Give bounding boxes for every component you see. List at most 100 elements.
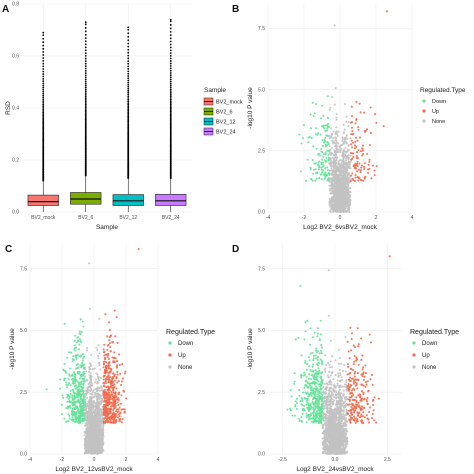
point-none — [333, 171, 336, 174]
point-none — [347, 124, 350, 128]
point-down — [80, 385, 83, 388]
point-down — [77, 421, 80, 424]
point-up — [367, 163, 370, 166]
point-down — [324, 136, 327, 139]
point-down — [66, 420, 69, 423]
point-down — [325, 144, 328, 147]
x-tick-label: BV2_mock — [31, 215, 56, 221]
point-none — [90, 423, 93, 426]
point-none — [345, 175, 349, 178]
point-none — [349, 154, 352, 157]
outlier-point — [127, 120, 130, 123]
point-none — [91, 449, 94, 452]
point-down — [78, 343, 81, 346]
point-none — [340, 144, 343, 147]
point-up — [350, 174, 353, 177]
point-none — [94, 405, 97, 408]
point-none — [99, 394, 102, 397]
point-down — [75, 357, 78, 360]
point-up — [370, 177, 373, 180]
point-none — [332, 204, 335, 207]
outlier-point — [169, 49, 172, 52]
x-tick-label: BV2_24 — [162, 215, 180, 221]
point-up — [120, 380, 123, 383]
point-none — [101, 419, 104, 422]
point-down — [326, 141, 329, 144]
point-down — [80, 407, 83, 410]
point-none — [96, 425, 99, 429]
outlier-point — [127, 39, 130, 42]
outlier-point — [84, 113, 87, 116]
point-up — [359, 150, 363, 153]
point-none — [97, 354, 100, 358]
point-up — [357, 126, 360, 129]
point-down — [324, 151, 327, 154]
point-none — [89, 408, 92, 411]
point-down — [315, 171, 318, 174]
point-down — [72, 407, 75, 410]
point-up — [117, 413, 120, 416]
outlier-point — [127, 60, 130, 63]
point-down — [74, 414, 77, 417]
point-none — [336, 134, 339, 137]
outlier-point — [84, 112, 87, 115]
point-none — [85, 370, 88, 373]
point-down — [83, 398, 86, 401]
point-down — [74, 400, 77, 404]
outlier-point — [42, 106, 45, 109]
point-none — [339, 159, 343, 162]
legend-title: Sample — [204, 87, 226, 94]
point-down — [318, 160, 321, 163]
x-tick-label: BV2_12 — [119, 215, 137, 221]
point-none — [347, 143, 350, 147]
point-none — [332, 137, 335, 140]
point-down — [77, 339, 80, 342]
outlier-point — [169, 30, 172, 33]
point-none — [330, 146, 333, 150]
point-none — [342, 169, 345, 172]
point-down — [74, 396, 77, 399]
point-none — [89, 436, 92, 439]
point-none — [335, 113, 338, 116]
point-down — [322, 161, 325, 164]
point-none — [330, 355, 334, 358]
point-down — [79, 410, 82, 413]
point-down — [74, 407, 77, 410]
point-up — [108, 321, 111, 324]
point-up — [360, 147, 364, 150]
point-none — [92, 421, 95, 424]
point-down — [82, 380, 85, 383]
legend-swatch — [168, 365, 172, 369]
point-none — [343, 154, 346, 157]
point-up — [357, 128, 360, 131]
point-up — [354, 162, 357, 165]
point-none — [345, 120, 348, 123]
point-none — [89, 452, 93, 455]
point-down — [326, 124, 329, 127]
point-down — [78, 332, 81, 335]
point-down — [65, 406, 68, 410]
point-up — [113, 351, 116, 354]
outlier-point — [127, 65, 130, 68]
point-none — [335, 116, 338, 119]
x-tick-label: -2.5 — [278, 457, 287, 463]
point-none — [329, 360, 332, 363]
point-up — [356, 157, 359, 160]
point-up — [109, 335, 112, 338]
point-up — [107, 389, 110, 392]
point-none — [342, 149, 346, 152]
point-none — [92, 443, 95, 446]
point-up — [107, 386, 110, 389]
point-none — [89, 374, 92, 377]
point-none — [86, 346, 89, 350]
point-up — [369, 106, 372, 109]
point-up — [105, 402, 108, 405]
point-none — [328, 203, 331, 206]
point-up — [111, 341, 114, 344]
point-down — [71, 394, 74, 397]
point-none — [86, 421, 89, 424]
point-none — [330, 127, 333, 130]
point-down — [61, 394, 64, 397]
point-none — [339, 168, 342, 171]
